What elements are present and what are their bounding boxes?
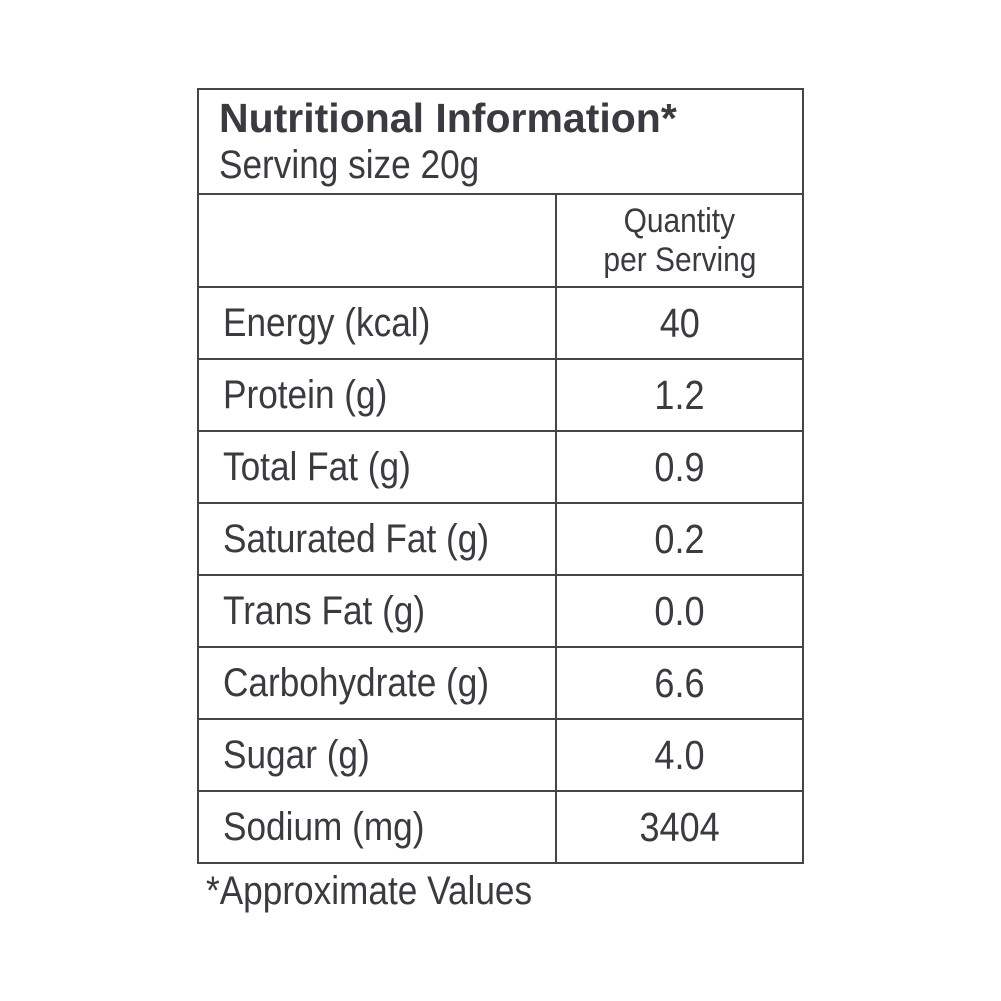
nutrient-name-cell: Total Fat (g): [199, 432, 557, 502]
nutrient-name: Sodium (mg): [223, 804, 425, 849]
nutrient-value: 0.2: [654, 515, 705, 562]
nutrition-table: Nutritional Information* Serving size 20…: [197, 88, 804, 864]
table-row: Energy (kcal) 40: [199, 286, 802, 358]
table-row: Carbohydrate (g) 6.6: [199, 646, 802, 718]
nutrient-value-cell: 4.0: [557, 720, 802, 790]
nutrient-value: 0.9: [654, 443, 705, 490]
table-title-cell: Nutritional Information* Serving size 20…: [199, 90, 802, 193]
serving-size-text: Serving size 20g: [219, 143, 480, 187]
nutrient-value-cell: 0.9: [557, 432, 802, 502]
approximate-values-footnote: *Approximate Values: [206, 869, 577, 914]
table-row: Saturated Fat (g) 0.2: [199, 502, 802, 574]
nutrient-name: Total Fat (g): [223, 444, 411, 489]
nutrient-name: Trans Fat (g): [223, 588, 426, 633]
header-empty-cell: [199, 195, 557, 286]
table-row: Protein (g) 1.2: [199, 358, 802, 430]
nutrient-value-cell: 40: [557, 288, 802, 358]
nutrient-name-cell: Trans Fat (g): [199, 576, 557, 646]
nutrient-name-cell: Sodium (mg): [199, 792, 557, 862]
table-row: Sugar (g) 4.0: [199, 718, 802, 790]
nutrient-name-cell: Protein (g): [199, 360, 557, 430]
nutrient-value: 6.6: [654, 659, 705, 706]
column-header-row: Quantity per Serving: [199, 193, 802, 286]
nutrient-name: Energy (kcal): [223, 300, 431, 345]
table-title: Nutritional Information*: [219, 95, 677, 141]
nutrient-name-cell: Sugar (g): [199, 720, 557, 790]
nutrient-value: 3404: [639, 803, 720, 850]
nutrient-name-cell: Saturated Fat (g): [199, 504, 557, 574]
table-row: Sodium (mg) 3404: [199, 790, 802, 862]
serving-size: Serving size 20g: [219, 142, 802, 188]
quantity-header-line1: Quantity: [623, 201, 736, 240]
nutrient-name: Protein (g): [223, 372, 388, 417]
nutrient-value: 4.0: [654, 731, 705, 778]
table-row: Total Fat (g) 0.9: [199, 430, 802, 502]
nutrient-name: Sugar (g): [223, 732, 370, 777]
nutrient-value-cell: 6.6: [557, 648, 802, 718]
nutrient-value: 40: [659, 299, 700, 346]
nutrient-value-cell: 0.2: [557, 504, 802, 574]
quantity-header-cell: Quantity per Serving: [557, 195, 802, 286]
nutrient-value: 1.2: [654, 371, 705, 418]
nutrient-name-cell: Carbohydrate (g): [199, 648, 557, 718]
nutrient-name-cell: Energy (kcal): [199, 288, 557, 358]
nutrient-name: Carbohydrate (g): [223, 660, 490, 705]
quantity-header-line2: per Serving: [602, 240, 757, 279]
nutrient-name: Saturated Fat (g): [223, 516, 490, 561]
nutrient-value: 0.0: [654, 587, 705, 634]
footnote-text: *Approximate Values: [206, 869, 533, 913]
nutrient-value-cell: 3404: [557, 792, 802, 862]
nutrient-value-cell: 1.2: [557, 360, 802, 430]
nutrient-value-cell: 0.0: [557, 576, 802, 646]
table-row: Trans Fat (g) 0.0: [199, 574, 802, 646]
